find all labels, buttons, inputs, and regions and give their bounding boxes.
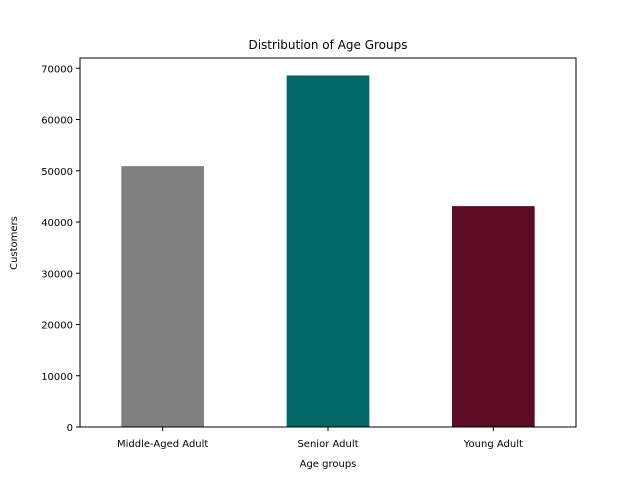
bar-middle-aged-adult [121,166,204,427]
y-tick-label: 50000 [41,167,73,178]
x-tick-label: Young Adult [463,439,523,450]
bars-group [121,75,535,428]
chart-title: Distribution of Age Groups [248,38,407,52]
bar-young-adult [452,206,535,427]
y-tick-label: 60000 [41,116,73,127]
x-axis-ticks: Middle-Aged Adult Senior Adult Young Adult [117,427,523,450]
plot-frame [79,57,577,428]
y-axis-ticks: 0 10000 20000 30000 40000 50000 60000 70000 [41,64,80,434]
y-tick-label: 40000 [41,218,73,229]
y-tick-label: 20000 [41,321,73,332]
y-tick-label: 30000 [41,269,73,280]
y-tick-label: 70000 [41,64,73,75]
y-axis-label: Customers [9,216,20,270]
y-tick-label: 10000 [41,372,73,383]
x-tick-label: Middle-Aged Adult [117,439,208,450]
y-tick-label: 0 [67,423,73,434]
x-tick-label: Senior Adult [297,439,358,450]
bar-senior-adult [286,75,370,428]
x-axis-label: Age groups [300,459,357,470]
